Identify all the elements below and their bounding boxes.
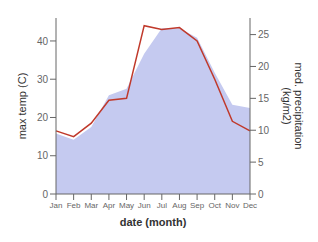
svg-text:Jul: Jul (157, 201, 167, 210)
svg-text:5: 5 (258, 157, 264, 168)
svg-text:Apr: Apr (103, 201, 116, 210)
svg-text:Jun: Jun (138, 201, 151, 210)
svg-text:Oct: Oct (209, 201, 222, 210)
svg-text:med. precipitation(kg/m2): med. precipitation(kg/m2) (281, 63, 305, 150)
svg-text:30: 30 (37, 74, 49, 85)
svg-text:date (month): date (month) (120, 216, 187, 228)
svg-text:May: May (119, 201, 134, 210)
svg-text:Feb: Feb (67, 201, 81, 210)
svg-text:max temp (C): max temp (C) (16, 73, 28, 140)
svg-text:Mar: Mar (84, 201, 98, 210)
svg-text:20: 20 (258, 61, 270, 72)
svg-text:40: 40 (37, 36, 49, 47)
svg-text:20: 20 (37, 112, 49, 123)
svg-text:0: 0 (258, 189, 264, 200)
svg-text:Jan: Jan (50, 201, 63, 210)
svg-text:0: 0 (42, 189, 48, 200)
svg-text:Aug: Aug (172, 201, 186, 210)
svg-text:10: 10 (37, 150, 49, 161)
svg-text:Nov: Nov (225, 201, 239, 210)
svg-text:15: 15 (258, 93, 270, 104)
svg-text:Dec: Dec (243, 201, 257, 210)
svg-text:10: 10 (258, 125, 270, 136)
svg-text:Sep: Sep (190, 201, 205, 210)
svg-text:25: 25 (258, 29, 270, 40)
